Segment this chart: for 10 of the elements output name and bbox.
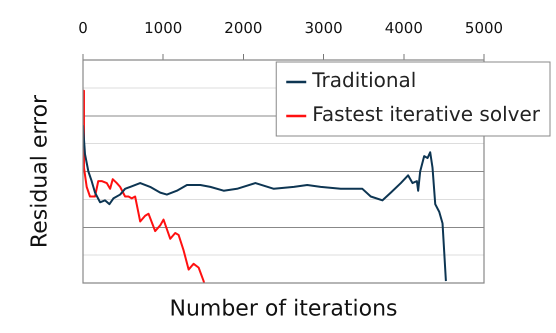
y-axis-title: Residual error bbox=[28, 94, 53, 248]
x-tick-label: 5000 bbox=[464, 18, 504, 37]
x-tick-label: 2000 bbox=[224, 18, 262, 37]
legend-label: Traditional bbox=[311, 68, 416, 92]
x-tick-label: 4000 bbox=[384, 18, 423, 37]
x-axis-title: Number of iterations bbox=[170, 296, 398, 322]
x-tick-label: 3000 bbox=[304, 18, 343, 37]
x-tick-label: 0 bbox=[78, 18, 88, 37]
legend-label: Fastest iterative solver bbox=[312, 102, 541, 126]
x-tick-label: 1000 bbox=[144, 18, 182, 37]
